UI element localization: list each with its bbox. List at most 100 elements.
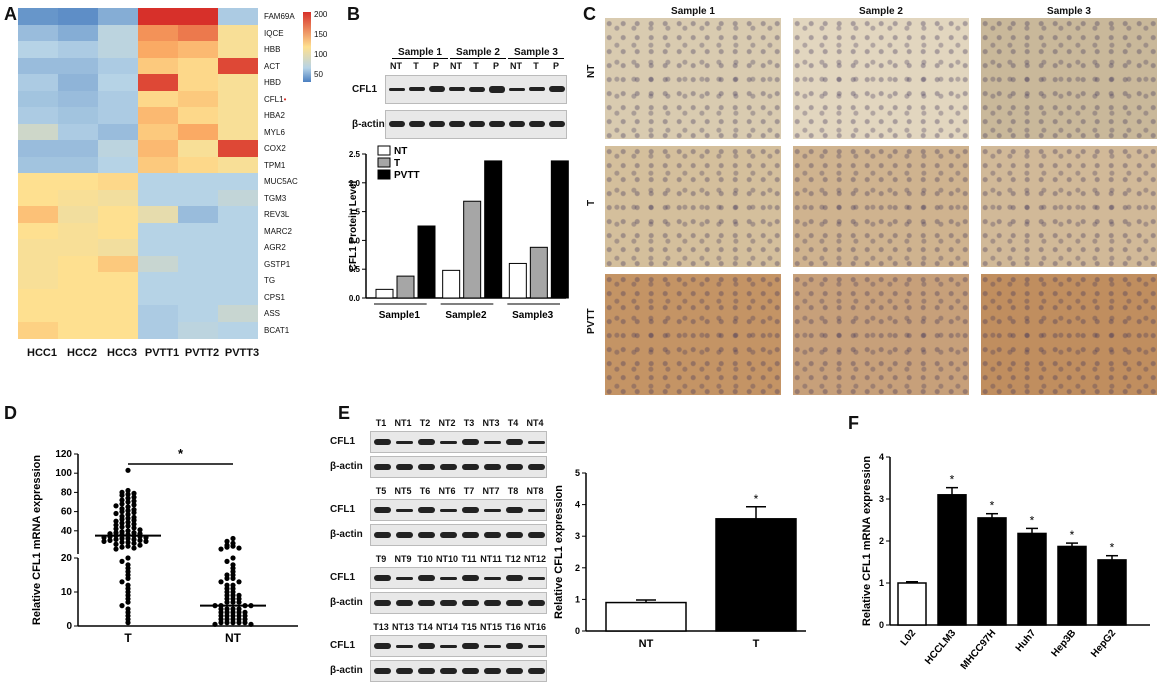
blot-lane-label: NT	[510, 61, 522, 71]
blot-band	[528, 576, 545, 580]
heatmap-cell	[138, 206, 178, 223]
y-tick-label: 2.5	[349, 150, 361, 159]
blot-band	[528, 508, 545, 512]
heatmap-cell	[58, 8, 98, 25]
heatmap-cell	[98, 156, 138, 174]
heatmap-cell	[58, 239, 98, 256]
blot-band	[389, 121, 405, 127]
data-point	[131, 521, 137, 527]
data-point	[125, 535, 131, 542]
heatmap-cell	[18, 156, 58, 174]
heatmap-cell	[18, 272, 58, 289]
y-tick-label: 80	[61, 487, 73, 498]
x-tick-label: Huh7	[1014, 628, 1039, 655]
ihc-row-label: T	[586, 199, 597, 206]
blot-strip	[370, 456, 547, 478]
blot-band	[396, 508, 413, 512]
blot-band	[429, 121, 445, 127]
heatmap-sample-label: PVTT2	[184, 347, 220, 359]
heatmap-cell	[178, 272, 218, 289]
heatmap-gene-label: IQCE	[264, 28, 284, 38]
heatmap-cell	[218, 272, 258, 289]
blot-band	[429, 86, 445, 92]
heatmap-cell	[138, 272, 178, 289]
blot-band	[462, 643, 479, 649]
y-axis-label: Relative CFL1 expression	[553, 485, 565, 619]
heatmap-cell	[98, 189, 138, 207]
heatmap-gene-label: BCAT1	[264, 325, 290, 335]
data-point	[131, 490, 137, 496]
blot-band	[529, 121, 545, 127]
blot-band	[440, 532, 457, 538]
x-tick-label: Sample3	[512, 310, 554, 321]
blot-row-label: β-actin	[352, 119, 385, 130]
data-point	[230, 599, 236, 605]
panel-label-f: F	[848, 413, 859, 433]
data-point	[131, 502, 137, 508]
data-point	[119, 544, 125, 550]
y-tick-label: 1	[575, 594, 580, 604]
legend-swatch	[377, 145, 391, 156]
heatmap-cell	[18, 288, 58, 306]
heatmap-gene-label: AGR2	[264, 243, 286, 252]
heatmap-cell	[98, 206, 138, 223]
heatmap-gene-label: MARC2	[264, 226, 293, 236]
blot-band	[374, 575, 391, 581]
heatmap-cell	[58, 74, 98, 91]
blot-sample-header: Sample 3	[508, 47, 564, 59]
heatmap-gene-label: TPM1	[264, 160, 286, 170]
blot-band	[528, 644, 545, 648]
ihc-image	[793, 274, 969, 395]
data-point	[107, 537, 113, 543]
blot-band	[374, 668, 391, 674]
heatmap-gene-label: ACT	[264, 61, 280, 71]
blot-band	[374, 464, 391, 470]
y-tick-label: 1.0	[349, 236, 361, 245]
blot-lane-label: T	[533, 61, 539, 71]
heatmap-cell	[18, 41, 58, 58]
heatmap-sample-label: PVTT3	[224, 347, 260, 359]
blot-lane-label: NT9	[394, 554, 412, 564]
blot-lane-label: T12	[505, 554, 521, 564]
blot-lane-label: NT	[450, 61, 462, 71]
blot-band	[489, 85, 505, 93]
panel-label-e: E	[338, 403, 351, 423]
blot-row-label: β-actin	[330, 597, 363, 608]
data-point	[137, 542, 143, 548]
data-point	[230, 620, 236, 626]
heatmap-cell	[58, 24, 98, 42]
ihc-image	[605, 146, 781, 267]
heatmap-cell	[58, 41, 98, 58]
blot-band	[396, 600, 413, 606]
heatmap-cell	[218, 255, 258, 273]
heatmap-cell	[218, 57, 258, 75]
blot-band	[506, 643, 523, 649]
data-point	[236, 545, 242, 551]
y-tick-label: 0	[575, 626, 580, 636]
blot-band	[440, 600, 457, 606]
blot-row-label: CFL1	[330, 640, 355, 651]
heatmap-cell	[178, 90, 218, 108]
blot-row-label: β-actin	[330, 665, 363, 676]
blot-band	[440, 668, 457, 674]
blot-band	[440, 464, 457, 470]
blot-strip	[370, 660, 547, 682]
heatmap-cell	[218, 173, 258, 190]
heatmap-cell	[218, 321, 258, 339]
blot-row-label: CFL1	[330, 504, 355, 515]
heatmap-scale-tick: 100	[314, 50, 328, 59]
legend-label: T	[394, 158, 400, 169]
heatmap-gene-label: MYL6	[264, 127, 285, 137]
y-tick-label: 5	[575, 468, 580, 478]
blot-strip	[370, 567, 547, 589]
blot-lane-label: T4	[507, 418, 519, 428]
y-tick-label: 2	[879, 536, 884, 546]
significance-marker: *	[754, 492, 759, 506]
blot-band	[528, 600, 545, 606]
data-point	[125, 487, 131, 494]
heatmap-cell	[218, 41, 258, 58]
blot-band	[374, 439, 391, 445]
bar	[605, 601, 687, 632]
blot-band	[374, 600, 391, 606]
blot-lane-label: T6	[419, 486, 431, 496]
